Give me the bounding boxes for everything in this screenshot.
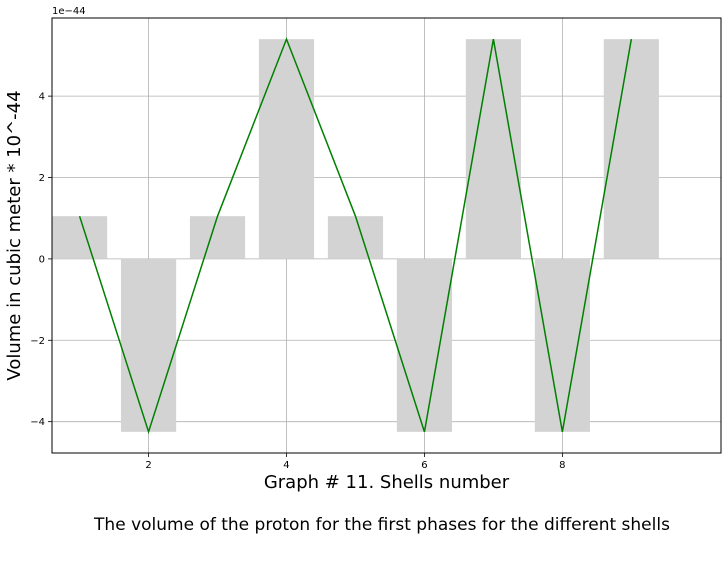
x-axis-label: Graph # 11. Shells number [264,472,510,493]
bars [52,39,659,432]
y-tick-label: 2 [39,173,45,184]
y-tick-label: −2 [30,336,45,347]
line-path [78,37,633,435]
x-tick-label: 8 [559,460,565,471]
bar [396,258,453,432]
x-tick-label: 6 [421,460,427,471]
y-tick-label: −4 [30,417,45,428]
y-tick-label: 0 [39,254,45,265]
x-tick-label: 2 [145,460,151,471]
y-tick-label: 4 [39,92,45,103]
bar [258,39,315,259]
bar [189,216,246,259]
plot-frame [51,17,722,454]
chart-caption: The volume of the proton for the first p… [93,515,670,535]
ticks: 2 4 6 8 −4 −2 0 2 4 [30,92,565,471]
bar [603,39,659,259]
x-tick-label: 4 [283,460,289,471]
offset-text: 1e−44 [52,6,86,17]
bar [52,216,108,259]
bar [327,216,384,259]
bar [534,258,590,432]
bar [465,39,521,259]
y-axis-label: Volume in cubic meter * 10^-44 [4,90,25,380]
bar [120,258,177,432]
line-series [78,37,633,435]
